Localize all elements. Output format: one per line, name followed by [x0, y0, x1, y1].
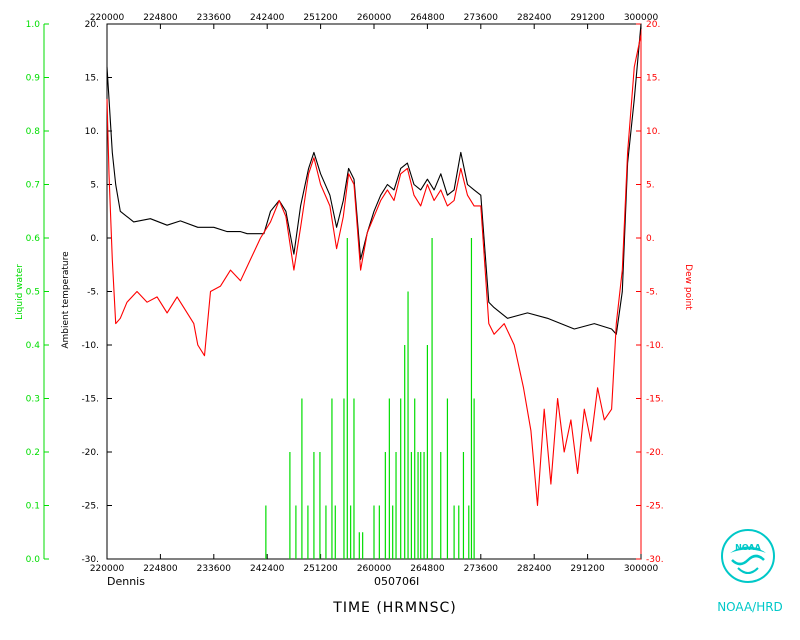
x-tick-label: 220000	[90, 13, 125, 23]
y-tick-label: 5.	[646, 181, 655, 191]
y-tick-label: 0.7	[26, 181, 40, 191]
y-tick-label: 0.2	[26, 448, 40, 458]
temperature-axis-title: Ambient temperature	[61, 251, 71, 349]
y-tick-label: 20.	[646, 20, 660, 30]
y-tick-label: -5.	[646, 288, 658, 298]
dewpoint-axis-title: Dew point	[683, 264, 693, 310]
y-tick-label: 0.9	[26, 74, 41, 84]
x-tick-label: 273600	[464, 13, 499, 23]
liquid-water-axis: 1.0 0.9 0.8 0.7 0.6 0.5 0.4 0.3 0.2 0.1 0.0	[26, 20, 49, 565]
x-tick-label: 291200	[570, 13, 605, 23]
y-tick-label: -5.	[87, 288, 99, 298]
y-tick-label: 0.3	[26, 395, 40, 405]
y-tick-label: 0.1	[26, 502, 40, 512]
y-tick-label: 5.	[90, 181, 99, 191]
y-tick-label: -25.	[646, 502, 664, 512]
y-tick-label: -10.	[81, 341, 99, 351]
x-tick-label: 282400	[517, 13, 552, 23]
y-tick-label: 0.	[646, 234, 655, 244]
y-tick-label: -15.	[646, 395, 664, 405]
x-tick-label: 242400	[250, 13, 285, 23]
x-axis-top: 220000 224800 233600 242400 251200 260000 2648…	[90, 13, 659, 29]
y-tick-label: 10.	[85, 127, 99, 137]
y-tick-label: 15.	[646, 74, 660, 84]
x-tick-label: 224800	[143, 564, 178, 574]
x-tick-label: 264800	[410, 13, 445, 23]
x-tick-label: 233600	[197, 564, 232, 574]
x-axis-title: TIME (HRMNSC)	[332, 600, 456, 616]
y-tick-label: 1.0	[26, 20, 41, 30]
y-tick-label: 0.4	[26, 341, 41, 351]
y-tick-label: -15.	[81, 395, 99, 405]
y-tick-label: -20.	[646, 448, 664, 458]
x-tick-label: 282400	[517, 564, 552, 574]
storm-name-label: Dennis	[107, 575, 145, 588]
x-tick-label: 224800	[143, 13, 178, 23]
liquid-water-series	[265, 238, 475, 559]
y-tick-label: 0.6	[26, 234, 41, 244]
dewpoint-line	[106, 34, 642, 507]
x-tick-label: 300000	[624, 13, 659, 23]
x-tick-label: 260000	[357, 564, 392, 574]
x-tick-label: 300000	[624, 564, 659, 574]
y-tick-label: 0.8	[26, 127, 41, 137]
y-tick-label: 0.	[90, 234, 99, 244]
x-tick-label: 251200	[303, 564, 338, 574]
x-tick-label: 273600	[464, 564, 499, 574]
x-tick-label: 242400	[250, 564, 285, 574]
series-layer	[106, 23, 642, 559]
y-tick-label: 0.0	[26, 555, 41, 565]
flight-id-label: 050706I	[374, 575, 419, 588]
x-tick-label: 220000	[90, 564, 125, 574]
y-tick-label: -30.	[81, 555, 99, 565]
x-tick-label: 260000	[357, 13, 392, 23]
y-tick-label: 15.	[85, 74, 99, 84]
y-tick-label: -20.	[81, 448, 99, 458]
temperature-axis: 20. 15. 10. 5. 0. -5. -10. -15. -20. -25. -30.	[81, 20, 112, 565]
y-tick-label: -10.	[646, 341, 664, 351]
temperature-line	[106, 23, 642, 335]
x-axis-bottom: 220000 224800 233600 242400 251200 260000 2648…	[90, 554, 659, 574]
x-tick-label: 291200	[570, 564, 605, 574]
y-tick-label: 0.5	[26, 288, 40, 298]
dewpoint-axis: 20. 15. 10. 5. 0. -5. -10. -15. -20. -25. -30.	[636, 20, 664, 565]
x-tick-label: 264800	[410, 564, 445, 574]
y-tick-label: 20.	[85, 20, 99, 30]
liquid-water-axis-title: Liquid water	[15, 264, 25, 320]
x-tick-label: 251200	[303, 13, 338, 23]
noaa-hrd-label: NOAA/HRD	[717, 600, 783, 614]
plot-frame	[106, 23, 642, 560]
y-tick-label: 10.	[646, 127, 660, 137]
noaa-logo-emblem-text: NOAA	[735, 543, 761, 552]
y-tick-label: -30.	[646, 555, 664, 565]
noaa-logo: NOAA	[721, 529, 775, 583]
x-tick-label: 233600	[197, 13, 232, 23]
y-tick-label: -25.	[81, 502, 99, 512]
